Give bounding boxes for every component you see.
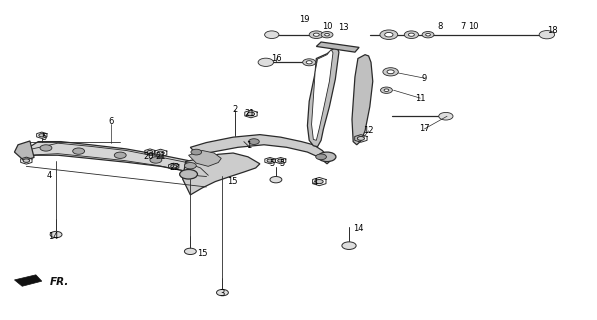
Circle shape [184,248,196,254]
Circle shape [316,154,327,160]
Text: 4: 4 [47,171,51,180]
Circle shape [40,145,52,151]
Circle shape [342,242,356,250]
Text: 15: 15 [227,177,237,186]
Text: 21: 21 [245,108,255,117]
Text: 8: 8 [437,22,442,31]
Circle shape [171,165,177,168]
Circle shape [313,33,319,36]
Circle shape [404,31,418,38]
Circle shape [157,151,164,155]
Circle shape [426,33,430,36]
Circle shape [150,157,162,163]
Circle shape [267,159,273,162]
Polygon shape [352,55,373,145]
Text: 10: 10 [322,22,333,31]
Text: 17: 17 [419,124,430,133]
Circle shape [23,159,30,162]
Circle shape [380,87,392,93]
Circle shape [39,134,45,137]
Circle shape [539,31,555,39]
Circle shape [247,112,254,116]
Circle shape [439,112,453,120]
Text: 4: 4 [312,178,318,187]
Circle shape [384,32,393,37]
Text: 14: 14 [353,224,363,233]
Circle shape [383,68,398,76]
Circle shape [147,150,153,154]
Polygon shape [183,153,260,195]
Text: 12: 12 [364,126,374,135]
Polygon shape [14,275,42,286]
Circle shape [217,289,229,296]
Text: 21: 21 [155,152,166,161]
Text: 5: 5 [279,159,285,168]
Text: 5: 5 [42,133,47,142]
Text: 2: 2 [232,105,238,114]
Text: 20: 20 [143,152,154,161]
Text: FR.: FR. [50,277,69,287]
Polygon shape [312,50,333,140]
Circle shape [191,149,202,155]
Polygon shape [14,141,34,161]
Circle shape [264,31,279,38]
Circle shape [380,30,398,39]
Circle shape [306,61,312,64]
Text: 1: 1 [247,141,252,150]
Text: 3: 3 [220,289,225,298]
Polygon shape [316,42,359,52]
Circle shape [325,33,330,36]
Text: 15: 15 [197,249,208,258]
Circle shape [384,89,389,92]
Text: 5: 5 [269,159,275,168]
Polygon shape [190,135,331,164]
Circle shape [180,170,198,179]
Circle shape [50,231,62,238]
Circle shape [408,33,414,36]
Circle shape [422,32,434,38]
Circle shape [318,152,336,162]
Circle shape [248,139,259,144]
Circle shape [321,32,333,38]
Text: 22: 22 [170,164,180,172]
Circle shape [309,31,324,38]
Circle shape [114,152,126,158]
Text: 14: 14 [48,232,59,241]
Text: 6: 6 [109,117,114,126]
Circle shape [73,148,85,154]
Polygon shape [307,47,339,147]
Text: 7: 7 [460,22,466,31]
Text: 10: 10 [469,22,479,31]
Text: 19: 19 [299,15,310,24]
Circle shape [358,137,364,140]
Circle shape [303,59,316,66]
Polygon shape [189,150,221,166]
Circle shape [270,177,282,183]
Text: 11: 11 [415,94,426,103]
Text: 13: 13 [338,23,349,32]
Text: 16: 16 [270,54,281,63]
Circle shape [278,159,284,162]
Text: 18: 18 [547,26,558,35]
Circle shape [315,180,323,184]
Circle shape [184,163,196,169]
Circle shape [387,70,394,74]
Text: 9: 9 [422,74,427,83]
Polygon shape [19,142,213,178]
Circle shape [258,58,273,67]
